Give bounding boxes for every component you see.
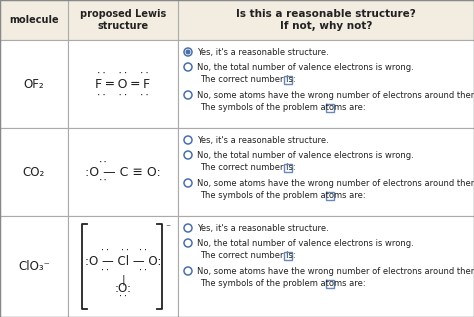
- Bar: [178, 40, 474, 128]
- Text: ⁻: ⁻: [165, 223, 170, 233]
- Text: molecule: molecule: [9, 15, 59, 25]
- Bar: [0, 40, 68, 128]
- Text: No, the total number of valence electrons is wrong.: No, the total number of valence electron…: [197, 238, 414, 248]
- Text: The correct number is:: The correct number is:: [200, 75, 296, 85]
- Circle shape: [184, 48, 192, 56]
- Text: Yes, it's a reasonable structure.: Yes, it's a reasonable structure.: [197, 48, 329, 56]
- Text: No, some atoms have the wrong number of electrons around them.: No, some atoms have the wrong number of …: [197, 178, 474, 187]
- Bar: [0, 216, 68, 317]
- Text: OF₂: OF₂: [24, 77, 44, 90]
- Text: ··: ··: [98, 158, 109, 167]
- Text: The symbols of the problem atoms are:: The symbols of the problem atoms are:: [200, 191, 365, 200]
- Text: :O — Cl — O:: :O — Cl — O:: [85, 255, 161, 268]
- Text: No, the total number of valence electrons is wrong.: No, the total number of valence electron…: [197, 151, 414, 159]
- Bar: [284, 252, 292, 260]
- Circle shape: [184, 151, 192, 159]
- Bar: [284, 76, 292, 84]
- Bar: [68, 216, 178, 317]
- Text: ··  ··  ··: ·· ·· ··: [96, 90, 150, 100]
- Text: The correct number is:: The correct number is:: [200, 164, 296, 172]
- Text: ··: ··: [120, 247, 130, 256]
- Text: The symbols of the problem atoms are:: The symbols of the problem atoms are:: [200, 103, 365, 113]
- Text: :O:: :O:: [115, 282, 131, 295]
- Text: ClO₃⁻: ClO₃⁻: [18, 260, 50, 273]
- Text: ··: ··: [100, 267, 110, 276]
- Circle shape: [185, 49, 191, 55]
- Text: F ═ O ═ F: F ═ O ═ F: [95, 77, 151, 90]
- Bar: [68, 128, 178, 216]
- Text: Yes, it's a reasonable structure.: Yes, it's a reasonable structure.: [197, 223, 329, 232]
- Bar: [326, 280, 334, 288]
- Text: |: |: [121, 274, 125, 285]
- Bar: [68, 40, 178, 128]
- Circle shape: [184, 179, 192, 187]
- Circle shape: [184, 239, 192, 247]
- Circle shape: [184, 267, 192, 275]
- Text: ··  ··  ··: ·· ·· ··: [96, 68, 150, 77]
- Bar: [0, 0, 474, 40]
- Circle shape: [184, 224, 192, 232]
- Circle shape: [184, 136, 192, 144]
- Text: ··: ··: [100, 247, 110, 256]
- Text: Is this a reasonable structure?
If not, why not?: Is this a reasonable structure? If not, …: [236, 9, 416, 31]
- Text: ··: ··: [138, 247, 148, 256]
- Text: Yes, it's a reasonable structure.: Yes, it's a reasonable structure.: [197, 135, 329, 145]
- Bar: [284, 164, 292, 172]
- Circle shape: [184, 91, 192, 99]
- Text: :O — C ≡ O:: :O — C ≡ O:: [85, 165, 161, 178]
- Bar: [326, 192, 334, 200]
- Text: CO₂: CO₂: [23, 165, 45, 178]
- Circle shape: [184, 63, 192, 71]
- Text: ··: ··: [98, 177, 109, 185]
- Text: proposed Lewis
structure: proposed Lewis structure: [80, 9, 166, 31]
- Text: No, some atoms have the wrong number of electrons around them.: No, some atoms have the wrong number of …: [197, 90, 474, 100]
- Text: The correct number is:: The correct number is:: [200, 251, 296, 261]
- Bar: [326, 104, 334, 112]
- Text: No, some atoms have the wrong number of electrons around them.: No, some atoms have the wrong number of …: [197, 267, 474, 275]
- Text: The symbols of the problem atoms are:: The symbols of the problem atoms are:: [200, 280, 365, 288]
- Text: No, the total number of valence electrons is wrong.: No, the total number of valence electron…: [197, 62, 414, 72]
- Bar: [178, 128, 474, 216]
- Bar: [178, 216, 474, 317]
- Text: ··: ··: [118, 293, 128, 302]
- Bar: [0, 128, 68, 216]
- Text: ··: ··: [138, 267, 148, 276]
